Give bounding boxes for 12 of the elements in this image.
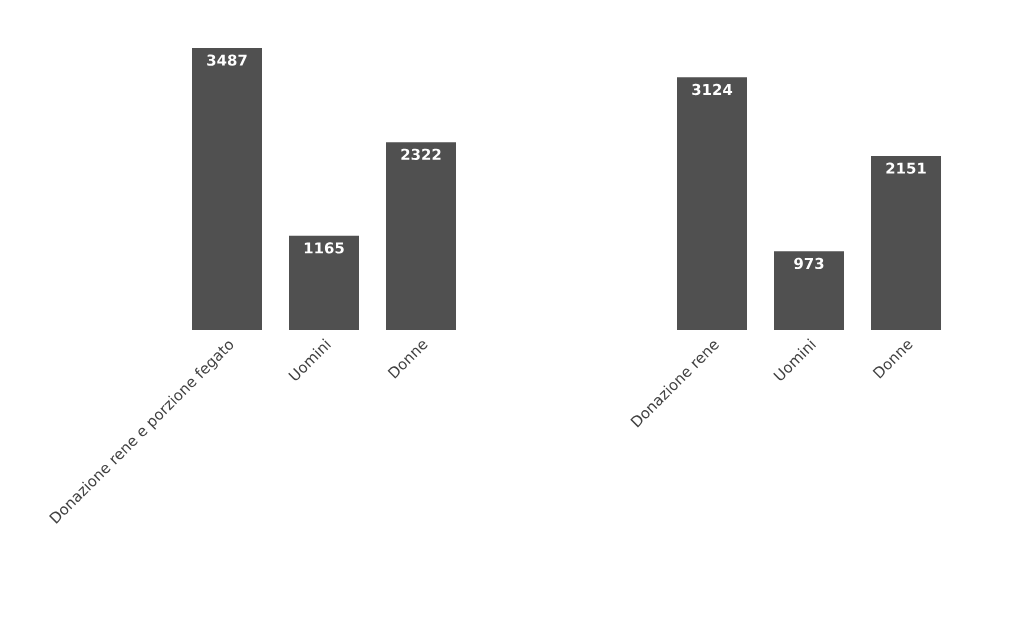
data-label: 3124 <box>692 83 733 96</box>
data-label: 3487 <box>207 54 247 66</box>
bar <box>289 235 359 330</box>
data-label: 2322 <box>401 148 441 161</box>
data-label: 2151 <box>886 162 926 174</box>
bar <box>871 156 942 330</box>
bar <box>386 142 456 330</box>
bar <box>677 77 747 330</box>
bar <box>774 251 844 330</box>
data-label: 1165 <box>304 242 344 254</box>
data-label: 973 <box>794 257 824 270</box>
bar <box>192 47 262 330</box>
